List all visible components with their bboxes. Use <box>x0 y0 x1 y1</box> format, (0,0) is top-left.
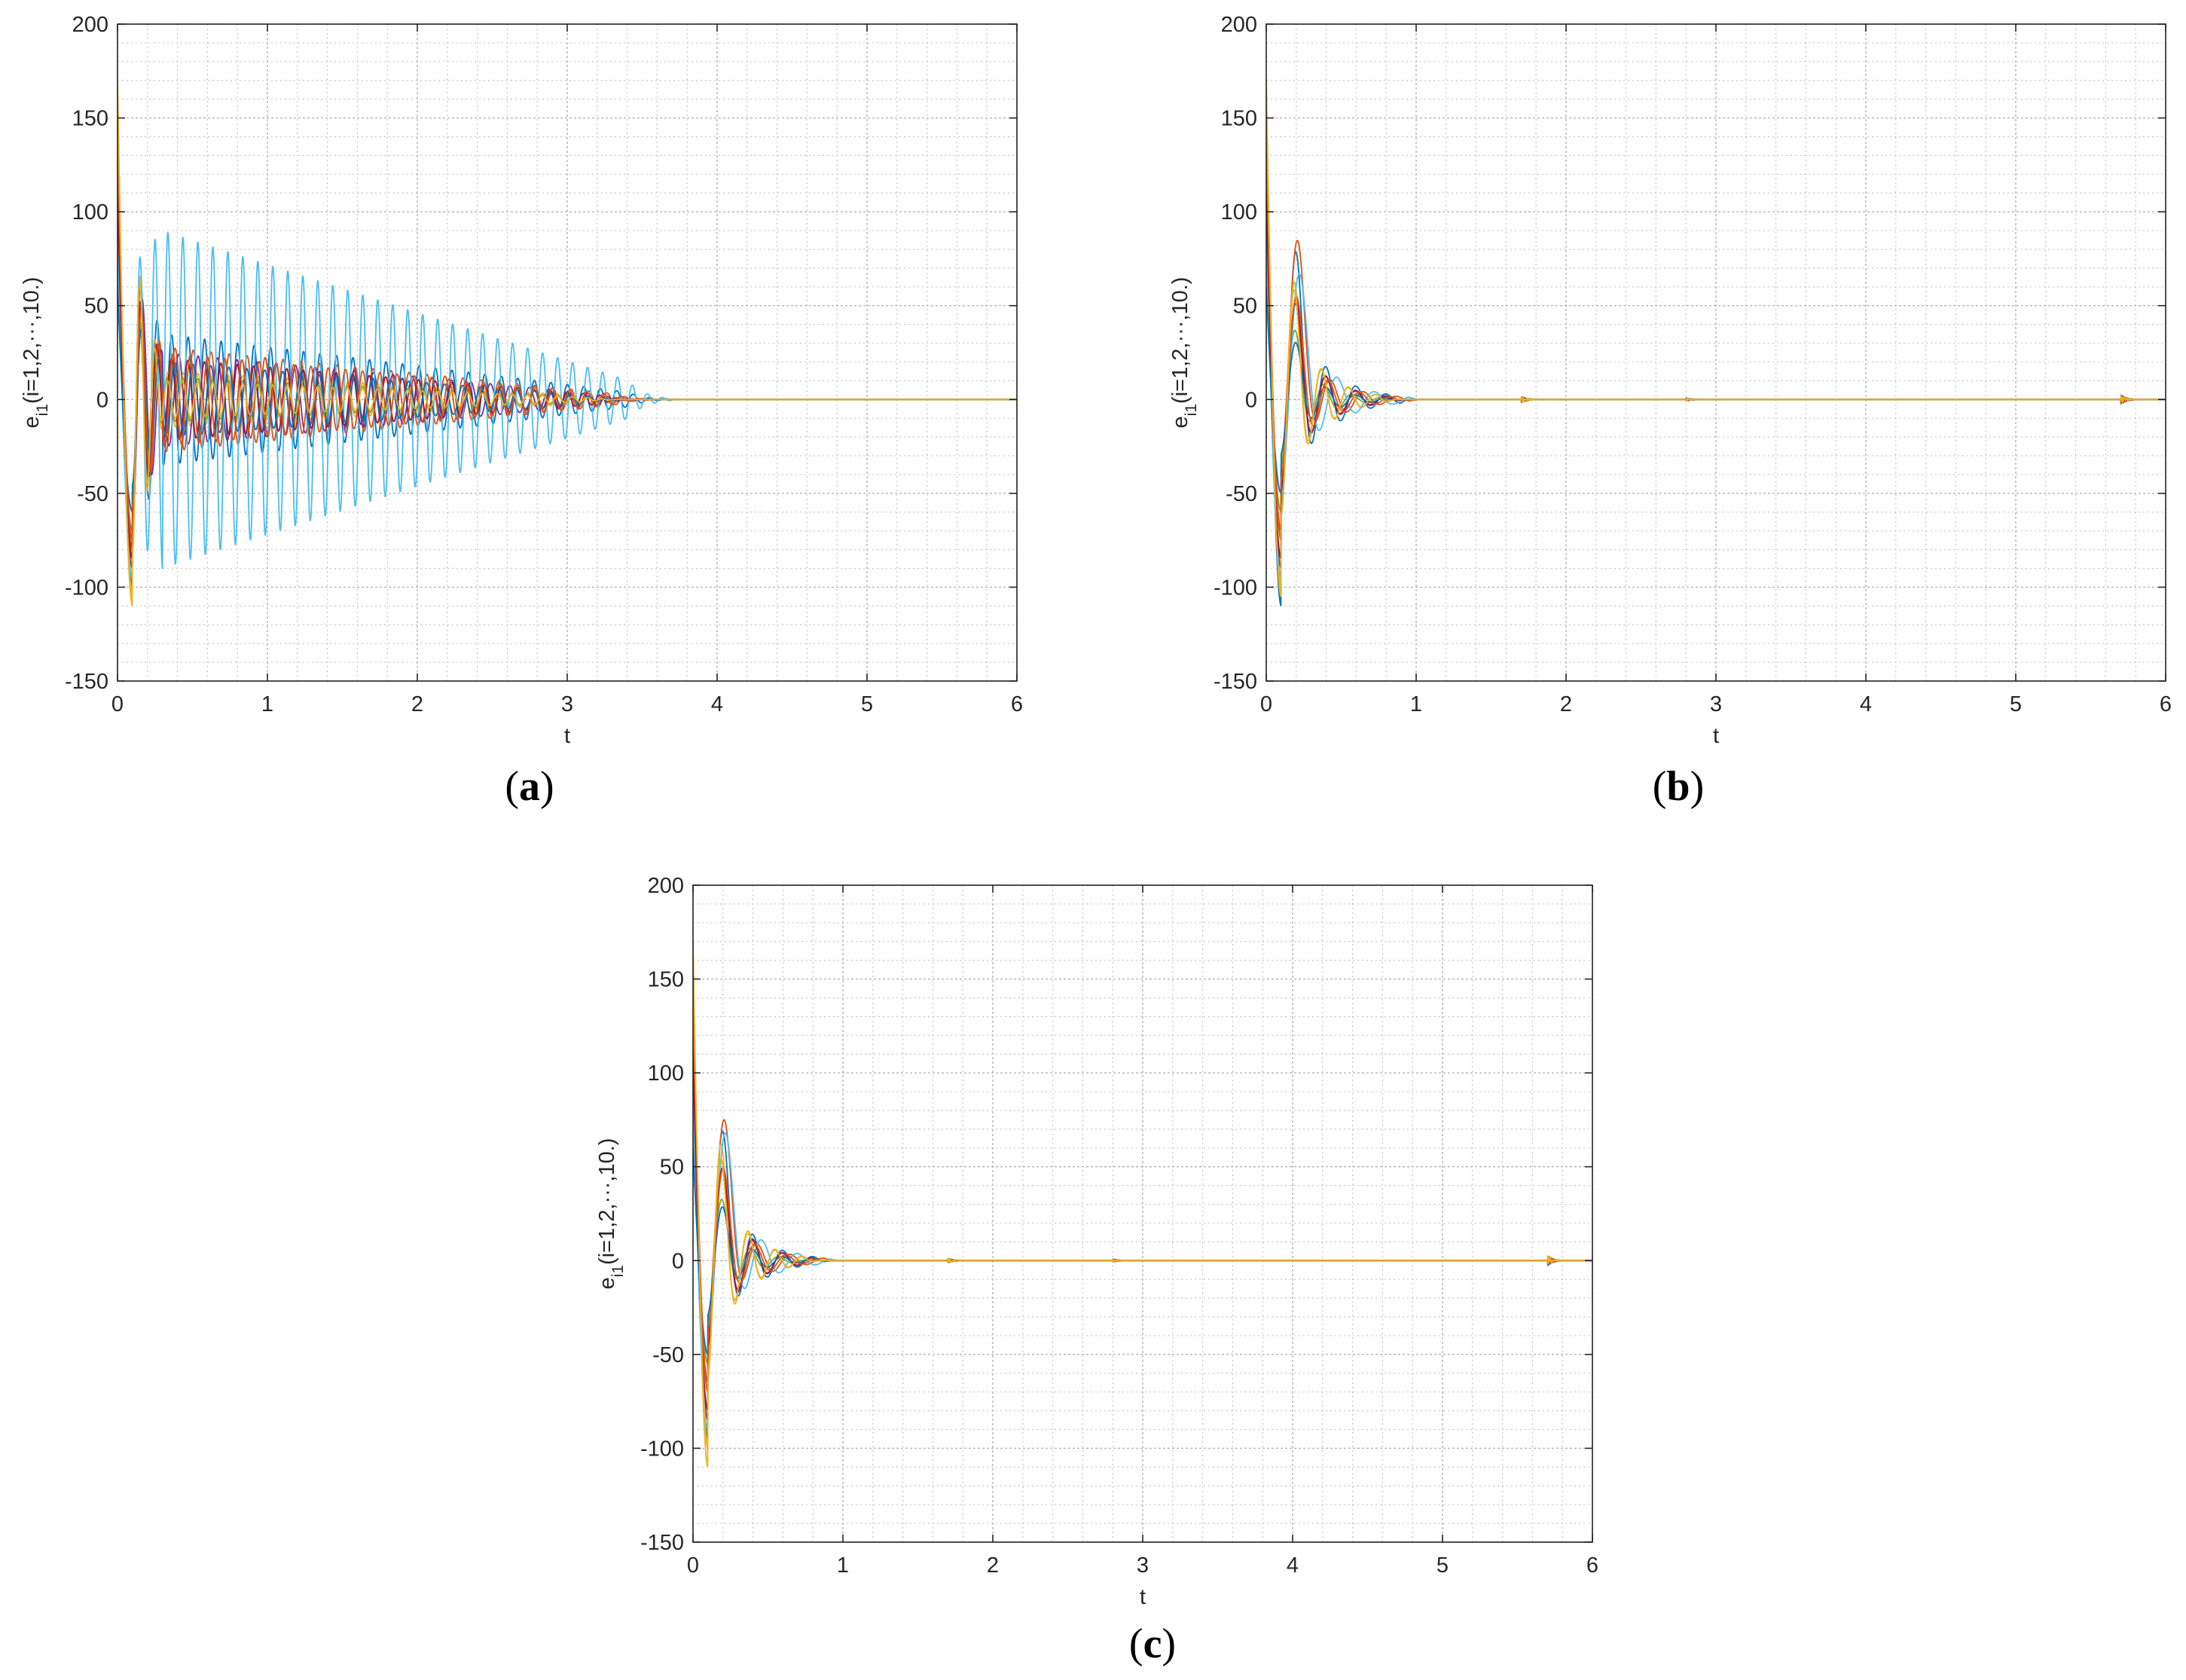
x-tick-label: 2 <box>1560 692 1572 716</box>
y-tick-label: 200 <box>648 874 684 898</box>
x-tick-label: 3 <box>561 692 573 716</box>
series-line-e101 <box>693 951 1592 1449</box>
panel-caption: (a) <box>505 763 554 810</box>
y-axis-label-main: e <box>595 1277 619 1289</box>
y-axis-label-sub: i1 <box>1183 404 1200 416</box>
y-tick-label: 0 <box>672 1249 684 1273</box>
grid <box>1265 23 2166 682</box>
y-tick-label: 150 <box>1221 107 1257 131</box>
x-tick-label: 2 <box>987 1553 999 1578</box>
y-axis-label-sub: i1 <box>609 1265 627 1277</box>
x-tick-label: 4 <box>1287 1553 1299 1578</box>
panel-caption: (c) <box>1129 1620 1176 1667</box>
x-axis-label: t <box>564 724 570 748</box>
y-tick-label: 50 <box>84 295 108 319</box>
caption-letter: c <box>1143 1620 1162 1667</box>
panel-b: 0 1 2 3 4 5 6 -150 -100 -50 0 50 100 150 200 t ei1(i=1,2… <box>1168 13 2172 810</box>
y-tick-label: -50 <box>77 482 108 506</box>
y-tick-label: -50 <box>652 1343 684 1367</box>
y-axis-label-sub: i1 <box>34 404 51 416</box>
y-tick-label: -50 <box>1226 482 1257 506</box>
y-tick-label: -150 <box>1214 670 1257 694</box>
y-tick-label: 100 <box>72 200 108 225</box>
y-tick-label: -100 <box>640 1437 684 1461</box>
x-tick-label: 6 <box>2160 692 2172 716</box>
x-tick-label: 1 <box>837 1553 849 1578</box>
x-tick-label: 5 <box>861 692 873 716</box>
series-line-e101 <box>118 90 1017 597</box>
x-tick-label: 0 <box>687 1553 699 1578</box>
y-axis-label-rest: (i=1,2,···,10.) <box>595 1138 619 1265</box>
caption-letter: b <box>1666 763 1690 810</box>
y-tick-label: 200 <box>1221 13 1257 37</box>
x-tick-label: 5 <box>1436 1553 1449 1578</box>
x-tick-label: 6 <box>1011 692 1023 716</box>
plot-area <box>1266 24 2166 681</box>
x-tick-label: 2 <box>411 692 423 716</box>
caption-close-paren: ) <box>1690 763 1705 810</box>
caption-open-paren: ( <box>505 763 519 810</box>
y-tick-label: -100 <box>65 576 108 600</box>
y-tick-label: 150 <box>72 107 108 131</box>
y-axis-label: ei1(i=1,2,···,10.) <box>1168 277 1200 429</box>
y-tick-label: -100 <box>1214 576 1257 600</box>
caption-open-paren: ( <box>1129 1620 1143 1667</box>
x-tick-label: 1 <box>1410 692 1422 716</box>
series-group <box>1266 80 2166 606</box>
y-tick-label: -150 <box>640 1531 684 1555</box>
plot-area <box>693 885 1592 1542</box>
y-tick-label: 100 <box>1221 200 1257 225</box>
caption-letter: a <box>519 763 540 810</box>
x-tick-label: 3 <box>1137 1553 1149 1578</box>
y-axis-label-main: e <box>20 416 44 428</box>
y-axis-label: ei1(i=1,2,···,10.) <box>595 1138 627 1290</box>
x-tick-label: 0 <box>111 692 124 716</box>
y-axis-label-rest: (i=1,2,···,10.) <box>1168 277 1192 404</box>
x-tick-label: 5 <box>2010 692 2022 716</box>
series-group <box>693 941 1592 1468</box>
panel-c: 0 1 2 3 4 5 6 -150 -100 -50 0 50 100 150 200 t ei1(i=1,2… <box>595 874 1598 1667</box>
series-group <box>118 80 1017 606</box>
y-tick-label: 50 <box>1233 295 1257 319</box>
y-tick-label: 150 <box>648 968 684 992</box>
y-tick-label: 100 <box>648 1061 684 1086</box>
caption-close-paren: ) <box>1162 1620 1176 1667</box>
x-tick-label: 4 <box>711 692 723 716</box>
y-tick-label: -150 <box>65 670 108 694</box>
y-tick-label: 0 <box>1245 388 1257 412</box>
x-axis-label: t <box>1713 724 1719 748</box>
y-tick-label: 50 <box>660 1156 684 1180</box>
x-tick-label: 0 <box>1260 692 1272 716</box>
panel-caption: (b) <box>1653 763 1704 810</box>
y-tick-label: 200 <box>72 13 108 37</box>
panel-a: 0 1 2 3 4 5 6 -150 -100 -50 0 50 100 150 200 t ei1(i=1,2… <box>20 13 1023 810</box>
caption-open-paren: ( <box>1653 763 1667 810</box>
y-axis-label: ei1(i=1,2,···,10.) <box>20 277 51 429</box>
x-tick-label: 1 <box>261 692 273 716</box>
series-line-e101 <box>1266 90 2166 597</box>
y-axis-label-main: e <box>1168 416 1192 428</box>
y-tick-label: 0 <box>96 388 108 412</box>
caption-close-paren: ) <box>540 763 554 810</box>
x-tick-label: 4 <box>1860 692 1872 716</box>
x-axis-label: t <box>1140 1585 1146 1609</box>
y-axis-label-rest: (i=1,2,···,10.) <box>20 277 44 404</box>
x-tick-label: 6 <box>1586 1553 1598 1578</box>
x-tick-label: 3 <box>1710 692 1722 716</box>
